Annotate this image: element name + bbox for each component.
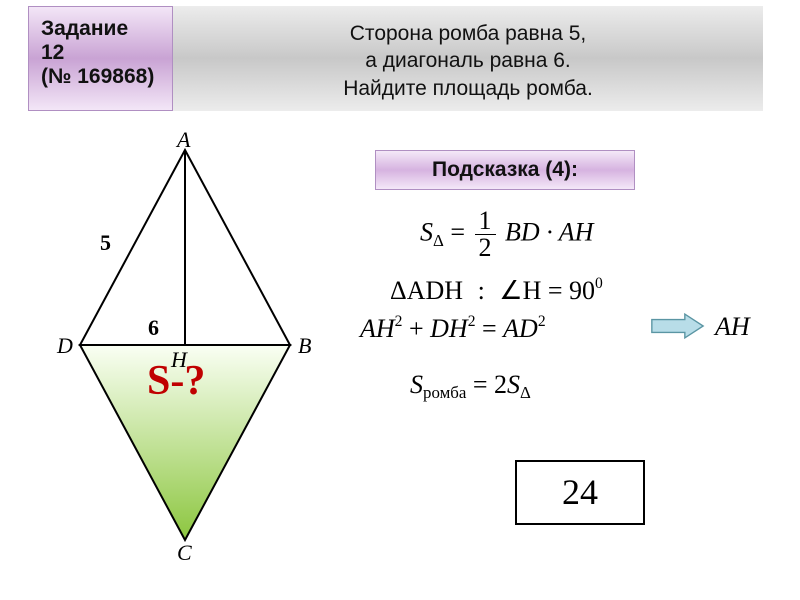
- rhombus-svg: [45, 135, 325, 555]
- task-line2: 12: [41, 41, 160, 65]
- f1-eq: =: [450, 217, 471, 246]
- f1-rhs: BD · AH: [505, 217, 593, 246]
- vertex-b: B: [298, 333, 311, 359]
- f3-a-pow: 2: [395, 313, 403, 330]
- f3-b: DH: [430, 314, 468, 343]
- f3-plus: +: [409, 314, 430, 343]
- problem-box: Сторона ромба равна 5, а диагональ равна…: [173, 6, 763, 111]
- formula-pythagoras: AH2 + DH2 = AD2: [360, 314, 546, 344]
- side-label: 5: [100, 230, 111, 256]
- f1-lhs: S: [420, 217, 433, 246]
- f3-b-pow: 2: [468, 313, 476, 330]
- problem-line2: а диагональ равна 6.: [173, 47, 763, 74]
- f2-colon: :: [478, 276, 485, 305]
- f2-a: ΔADH: [390, 276, 463, 305]
- f2-deg: 0: [595, 275, 603, 292]
- hint-box: Подсказка (4):: [375, 150, 635, 190]
- result-ah: AH: [715, 312, 750, 341]
- problem-line1: Сторона ромба равна 5,: [173, 20, 763, 47]
- vertex-a: A: [177, 127, 190, 153]
- task-box: Задание 12 (№ 169868): [28, 6, 173, 111]
- task-line3: (№ 169868): [41, 65, 160, 89]
- f3-c: AD: [503, 314, 538, 343]
- f3-a: AH: [360, 314, 395, 343]
- formula-ah-result: AH: [715, 312, 750, 342]
- vertex-d: D: [57, 333, 73, 359]
- formula-area-triangle: SΔ = 1 2 BD · AH: [420, 208, 593, 261]
- f1-frac-top: 1: [475, 208, 496, 234]
- problem-line3: Найдите площадь ромба.: [173, 75, 763, 102]
- f4-lhs: S: [410, 370, 423, 399]
- formula-area-rhombus: Sромба = 2SΔ: [410, 370, 531, 400]
- area-question: S-?: [147, 357, 205, 405]
- f4-rhs: S: [507, 370, 520, 399]
- f1-frac-bot: 2: [475, 234, 496, 261]
- f1-sub: Δ: [433, 231, 444, 250]
- answer-value: 24: [562, 472, 598, 512]
- vertex-c: C: [177, 540, 192, 566]
- f3-c-pow: 2: [538, 313, 546, 330]
- f1-frac: 1 2: [475, 208, 496, 261]
- f4-sub: ромба: [423, 383, 466, 402]
- hint-label: Подсказка (4):: [432, 158, 578, 181]
- f3-eq: =: [482, 314, 503, 343]
- arrow-icon: [650, 312, 705, 340]
- formula-block: SΔ = 1 2 BD · AH ΔADH : ∠H = 900 AH2 + D…: [355, 200, 785, 420]
- task-line1: Задание: [41, 17, 160, 41]
- answer-box: 24: [515, 460, 645, 525]
- rhombus-diagram: A B C D H 5 6 S-?: [45, 135, 325, 555]
- f4-rsub: Δ: [520, 383, 531, 402]
- formula-right-angle: ΔADH : ∠H = 900: [390, 276, 603, 306]
- f4-eq: = 2: [473, 370, 507, 399]
- diag-label: 6: [148, 315, 159, 341]
- f2-b: ∠H = 90: [499, 276, 595, 305]
